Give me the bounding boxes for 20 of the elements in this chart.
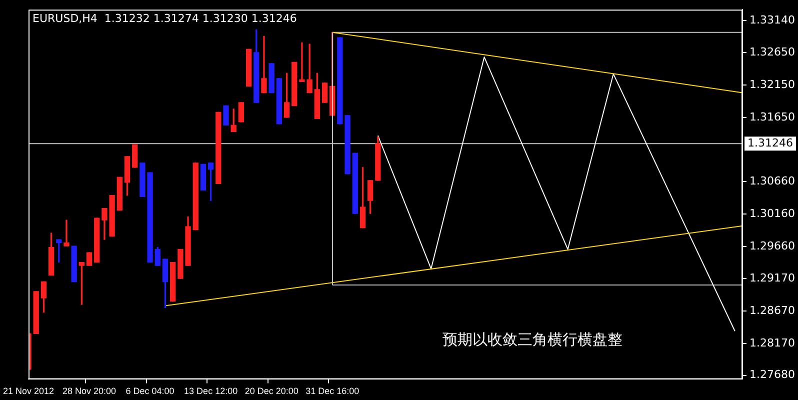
y-tick-label: 1.32650	[750, 45, 796, 58]
x-tick-label: 28 Nov 20:00	[62, 386, 116, 396]
x-tick-label: 20 Dec 20:00	[244, 386, 298, 396]
x-tick-label: 31 Dec 16:00	[306, 386, 360, 396]
y-tick-label: 1.30660	[750, 174, 796, 188]
y-tick-label: 1.29660	[750, 240, 796, 253]
ref-line-label: 1.31246	[748, 136, 794, 150]
y-tick-label: 1.28170	[750, 336, 796, 350]
y-tick-label: 1.29170	[750, 271, 796, 284]
chart-title: EURUSD,H4 1.31232 1.31274 1.31230 1.31246	[32, 12, 297, 25]
x-tick-label: 13 Dec 12:00	[184, 386, 238, 396]
x-tick-label: 21 Nov 2012	[2, 386, 54, 396]
x-tick-label: 6 Dec 04:00	[126, 386, 174, 396]
annotation: 预期以收敛三角横行横盘整	[442, 330, 623, 348]
y-tick-label: 1.31650	[750, 110, 796, 124]
y-tick-label: 1.32150	[750, 78, 796, 91]
y-tick-label: 1.28670	[750, 304, 796, 317]
y-tick-label: 1.30160	[750, 207, 796, 220]
y-tick-label: 1.27680	[750, 368, 796, 382]
y-tick-label: 1.33140	[750, 14, 796, 26]
